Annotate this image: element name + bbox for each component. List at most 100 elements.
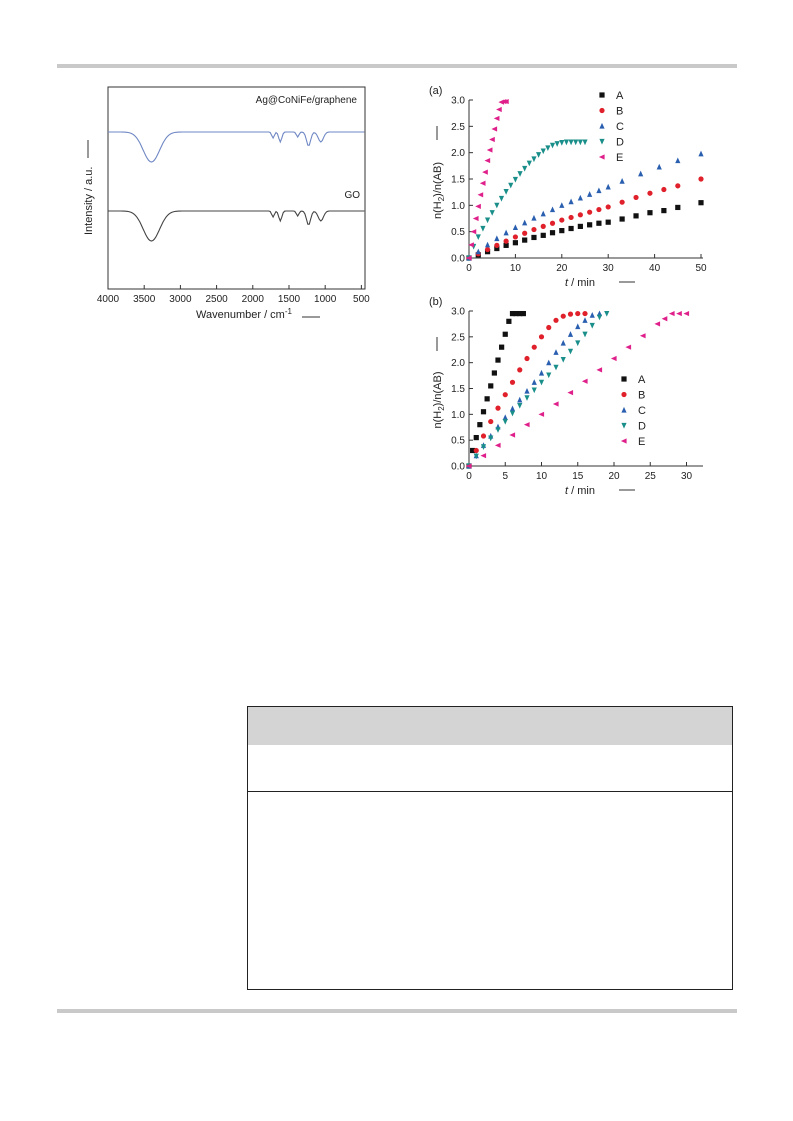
data-point [488, 432, 494, 439]
data-point [526, 160, 532, 167]
data-point [502, 418, 508, 425]
data-point [553, 349, 559, 355]
data-point [587, 209, 593, 215]
data-point [549, 206, 556, 213]
data-point [554, 141, 560, 147]
series-E [465, 310, 690, 469]
data-point [494, 442, 501, 448]
table-header-separator [248, 791, 732, 792]
data-point [605, 219, 611, 225]
legend-marker [598, 154, 605, 160]
ir-x-tick-label: 1500 [278, 294, 301, 305]
ir-x-tick-label: 3000 [169, 294, 192, 305]
data-point [531, 387, 537, 394]
data-point [676, 310, 682, 317]
data-point [499, 344, 505, 350]
data-point [512, 240, 518, 246]
y-tick-label: 2.0 [451, 358, 465, 369]
data-point [540, 223, 546, 229]
data-point [466, 463, 472, 469]
data-point [473, 452, 479, 459]
x-tick-label: 50 [695, 263, 707, 274]
data-point [503, 98, 509, 105]
ir-plot-frame [107, 86, 366, 290]
y-tick-label: 2.0 [451, 148, 465, 159]
data-point [545, 145, 551, 152]
data-point [605, 204, 611, 210]
series-E [465, 98, 509, 261]
legend-marker [599, 107, 605, 114]
data-point [596, 367, 603, 373]
ir-x-tick-label: 3500 [133, 294, 156, 305]
data-point [484, 396, 490, 402]
data-point [625, 344, 632, 350]
data-point [568, 139, 574, 146]
data-point [509, 310, 516, 317]
ir-spectrum-top [108, 131, 365, 163]
data-point [475, 251, 481, 257]
data-point [596, 310, 603, 317]
x-tick-label: 30 [681, 471, 693, 482]
legend-marker [621, 422, 627, 429]
data-point [509, 410, 516, 417]
y-tick-label: 3.0 [451, 307, 465, 318]
x-tick-label: 20 [556, 263, 568, 274]
data-point [524, 395, 530, 401]
data-point [488, 418, 494, 425]
data-point [661, 208, 667, 214]
data-point [513, 310, 519, 317]
data-point [480, 442, 487, 448]
data-point [522, 237, 528, 243]
data-point [522, 165, 528, 172]
x-tick-label: 0 [466, 471, 472, 482]
series-B [466, 310, 588, 469]
data-point [575, 340, 581, 347]
data-point [575, 323, 581, 330]
data-point [489, 136, 495, 143]
ir-x-axis-label-sup: -1 [285, 307, 293, 316]
data-point [540, 148, 546, 155]
x-tick-label: 30 [603, 263, 615, 274]
data-point [471, 243, 477, 250]
data-point [560, 356, 566, 363]
data-point [517, 396, 523, 403]
data-point [647, 190, 653, 196]
panel-label: (b) [429, 296, 442, 308]
data-point [619, 199, 625, 205]
data-point [698, 150, 704, 157]
data-point [559, 228, 565, 234]
data-point [568, 198, 574, 205]
data-point [523, 422, 530, 428]
data-point [549, 230, 556, 236]
y-axis-label-sub: 2 [437, 406, 446, 411]
data-point [482, 169, 488, 175]
data-point [473, 453, 479, 460]
data-point [668, 310, 675, 317]
data-point [509, 432, 516, 438]
data-point [466, 463, 472, 469]
data-point [466, 254, 472, 261]
data-point [522, 230, 528, 236]
data-point [484, 246, 491, 253]
data-point [654, 321, 661, 327]
data-point [466, 462, 472, 469]
data-point [493, 115, 500, 122]
data-point [577, 194, 583, 201]
data-point [546, 324, 552, 331]
data-point [589, 322, 595, 329]
legend-marker [599, 138, 605, 145]
ir-spectrum-bottom [108, 210, 365, 242]
data-point [587, 191, 593, 197]
data-point [491, 126, 498, 132]
data-point [560, 339, 566, 346]
data-point [675, 157, 681, 164]
data-point [531, 226, 537, 233]
data-point [477, 192, 484, 198]
data-point [517, 367, 523, 373]
data-point [475, 203, 481, 209]
y-axis-label: n(H2)/n(AB) [432, 371, 446, 428]
x-tick-label: 25 [645, 471, 657, 482]
panel-label: (a) [429, 85, 442, 97]
y-tick-label: 0.0 [451, 254, 465, 265]
data-point [536, 152, 542, 158]
